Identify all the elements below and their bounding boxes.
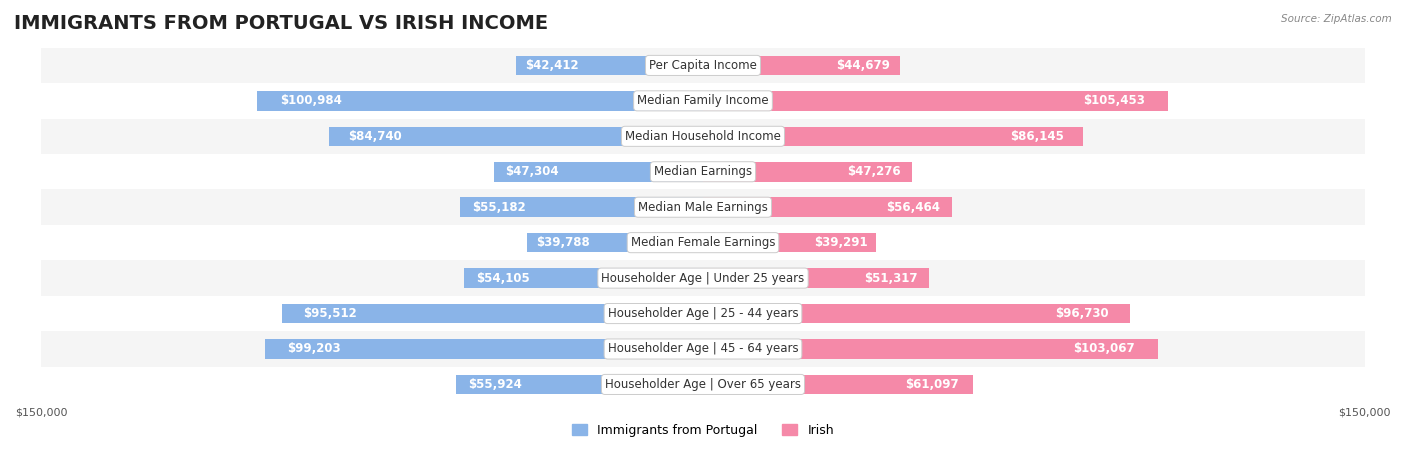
Text: $99,203: $99,203 [287, 342, 340, 355]
Bar [460, 198, 703, 217]
Text: $47,276: $47,276 [848, 165, 901, 178]
Text: $61,097: $61,097 [905, 378, 959, 391]
Bar [257, 91, 703, 111]
Text: $105,453: $105,453 [1083, 94, 1144, 107]
Bar [41, 119, 1365, 154]
Text: $103,067: $103,067 [1073, 342, 1135, 355]
Text: $39,788: $39,788 [536, 236, 591, 249]
Text: $39,291: $39,291 [814, 236, 868, 249]
Bar [527, 233, 703, 252]
Text: $95,512: $95,512 [302, 307, 357, 320]
Text: $42,412: $42,412 [526, 59, 579, 72]
Text: $55,924: $55,924 [468, 378, 523, 391]
Text: $86,145: $86,145 [1010, 130, 1064, 143]
Text: IMMIGRANTS FROM PORTUGAL VS IRISH INCOME: IMMIGRANTS FROM PORTUGAL VS IRISH INCOME [14, 14, 548, 33]
Text: Median Household Income: Median Household Income [626, 130, 780, 143]
Text: Median Female Earnings: Median Female Earnings [631, 236, 775, 249]
Bar [703, 56, 900, 75]
Bar [329, 127, 703, 146]
Bar [41, 48, 1365, 83]
Bar [703, 375, 973, 394]
Bar [703, 162, 911, 182]
Text: Householder Age | 45 - 64 years: Householder Age | 45 - 64 years [607, 342, 799, 355]
Text: Source: ZipAtlas.com: Source: ZipAtlas.com [1281, 14, 1392, 24]
Bar [457, 375, 703, 394]
Text: Householder Age | Under 25 years: Householder Age | Under 25 years [602, 272, 804, 284]
Text: $55,182: $55,182 [472, 201, 526, 214]
Bar [41, 331, 1365, 367]
Bar [266, 339, 703, 359]
Bar [41, 154, 1365, 190]
Text: $84,740: $84,740 [347, 130, 402, 143]
Bar [41, 261, 1365, 296]
Bar [41, 190, 1365, 225]
Bar [281, 304, 703, 323]
Bar [41, 83, 1365, 119]
Text: Median Earnings: Median Earnings [654, 165, 752, 178]
Text: Median Male Earnings: Median Male Earnings [638, 201, 768, 214]
Bar [41, 225, 1365, 261]
Bar [703, 339, 1157, 359]
Bar [464, 269, 703, 288]
Bar [516, 56, 703, 75]
Text: Median Family Income: Median Family Income [637, 94, 769, 107]
Text: $56,464: $56,464 [886, 201, 939, 214]
Text: $100,984: $100,984 [280, 94, 342, 107]
Bar [495, 162, 703, 182]
Bar [41, 296, 1365, 331]
Bar [41, 367, 1365, 402]
Bar [703, 127, 1083, 146]
Text: $44,679: $44,679 [837, 59, 890, 72]
Bar [703, 91, 1168, 111]
Text: $47,304: $47,304 [505, 165, 558, 178]
Text: Per Capita Income: Per Capita Income [650, 59, 756, 72]
Text: $54,105: $54,105 [477, 272, 530, 284]
Legend: Immigrants from Portugal, Irish: Immigrants from Portugal, Irish [567, 419, 839, 442]
Bar [703, 304, 1130, 323]
Text: $96,730: $96,730 [1054, 307, 1108, 320]
Text: Householder Age | 25 - 44 years: Householder Age | 25 - 44 years [607, 307, 799, 320]
Bar [703, 198, 952, 217]
Bar [703, 269, 929, 288]
Text: Householder Age | Over 65 years: Householder Age | Over 65 years [605, 378, 801, 391]
Bar [703, 233, 876, 252]
Text: $51,317: $51,317 [865, 272, 918, 284]
